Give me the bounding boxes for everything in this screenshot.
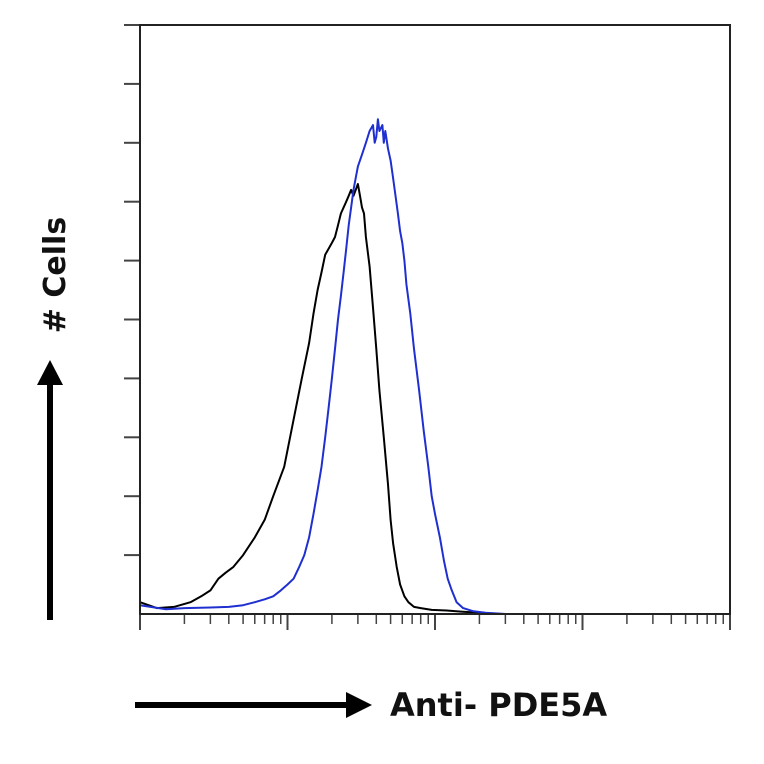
y-axis-arrow	[37, 360, 63, 620]
x-axis-ticks	[139, 614, 731, 630]
plot-area-frame	[139, 24, 731, 615]
series-layer	[139, 118, 506, 615]
y-axis-ticks	[124, 24, 140, 557]
series-line-2	[139, 118, 506, 615]
x-axis-arrow	[135, 692, 372, 718]
x-axis-label: Anti- PDE5A	[390, 686, 607, 724]
y-axis-label: # Cells	[38, 217, 73, 333]
series-line-1	[139, 183, 502, 615]
